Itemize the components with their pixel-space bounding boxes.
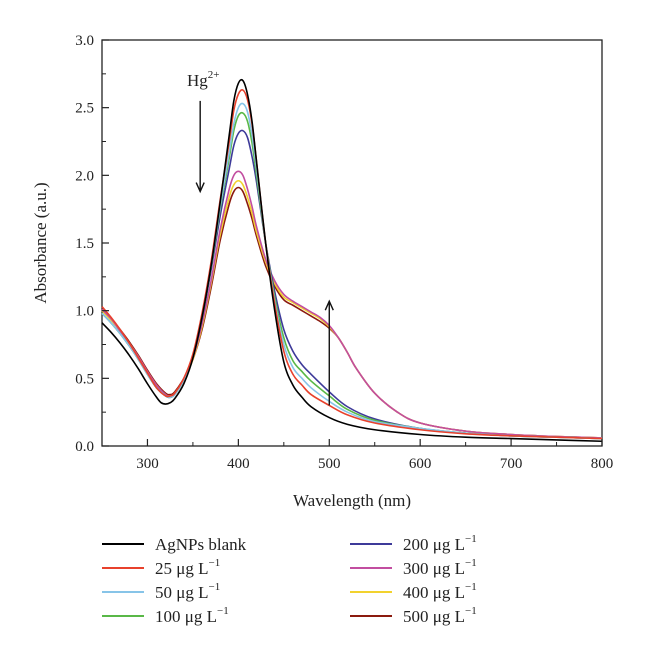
y-tick-label-1.0: 1.0 bbox=[75, 304, 94, 320]
legend-label-sup-7: −1 bbox=[465, 605, 477, 617]
x-tick-label-700: 700 bbox=[500, 456, 523, 472]
legend-label-sup-3: −1 bbox=[217, 605, 229, 617]
axis-layer: 300 400 500 600 700 800 0.0 0.5 1.0 1.5 2.0 2.5 3.0 bbox=[75, 33, 613, 472]
series-line-0 bbox=[101, 78, 603, 443]
x-tick-label-500: 500 bbox=[318, 456, 341, 472]
series-line-1 bbox=[101, 89, 603, 440]
hg-superscript: 2+ bbox=[208, 69, 220, 81]
x-tick-label-600: 600 bbox=[409, 456, 432, 472]
legend-label-main-6: 400 μg L bbox=[403, 583, 465, 602]
y-tick-label-0.0: 0.0 bbox=[75, 439, 94, 455]
legend-label-main-5: 300 μg L bbox=[403, 559, 465, 578]
y-tick-label-0.5: 0.5 bbox=[75, 371, 94, 387]
legend-label-sup-2: −1 bbox=[209, 581, 221, 593]
legend-label-sup-6: −1 bbox=[465, 581, 477, 593]
up-arrow-head-icon bbox=[324, 299, 334, 311]
series-line-5 bbox=[101, 170, 603, 439]
plot-frame bbox=[101, 39, 603, 447]
series-line-7 bbox=[101, 186, 603, 439]
legend-label-main-7: 500 μg L bbox=[403, 607, 465, 626]
x-tick-label-400: 400 bbox=[227, 456, 250, 472]
y-axis-label: Absorbance (a.u.) bbox=[31, 182, 50, 303]
legend-label-main-3: 100 μg L bbox=[155, 607, 217, 626]
svg-text:Hg2+: Hg2+ bbox=[187, 69, 220, 90]
legend-label-3: 100 μg L−1 bbox=[155, 605, 229, 626]
legend-label-7: 500 μg L−1 bbox=[403, 605, 477, 626]
arrow-layer bbox=[195, 100, 334, 406]
legend-label-0: AgNPs blank bbox=[155, 535, 247, 554]
x-tick-label-300: 300 bbox=[136, 456, 159, 472]
series-layer bbox=[101, 78, 603, 443]
y-tick-label-3.0: 3.0 bbox=[75, 33, 94, 49]
plot-area-border bbox=[101, 39, 603, 447]
down-arrow-head-icon bbox=[195, 182, 205, 194]
legend-label-sup-1: −1 bbox=[209, 557, 221, 569]
hg-label: Hg bbox=[187, 71, 208, 90]
legend-label-4: 200 μg L−1 bbox=[403, 533, 477, 554]
legend-label-main-1: 25 μg L bbox=[155, 559, 209, 578]
y-tick-label-2.5: 2.5 bbox=[75, 101, 94, 117]
legend-label-main-4: 200 μg L bbox=[403, 535, 465, 554]
legend-label-main-2: 50 μg L bbox=[155, 583, 209, 602]
legend-label-1: 25 μg L−1 bbox=[155, 557, 220, 578]
x-axis-label: Wavelength (nm) bbox=[293, 491, 411, 510]
y-tick-label-2.0: 2.0 bbox=[75, 168, 94, 184]
legend-label-main-0: AgNPs blank bbox=[155, 535, 247, 554]
series-line-6 bbox=[101, 179, 603, 439]
y-tick-label-1.5: 1.5 bbox=[75, 236, 94, 252]
legend-label-5: 300 μg L−1 bbox=[403, 557, 477, 578]
legend-label-sup-4: −1 bbox=[465, 533, 477, 545]
x-tick-label-800: 800 bbox=[591, 456, 614, 472]
hg-annotation: Hg2+ bbox=[187, 69, 220, 90]
legend-label-sup-5: −1 bbox=[465, 557, 477, 569]
legend-label-2: 50 μg L−1 bbox=[155, 581, 220, 602]
legend-label-6: 400 μg L−1 bbox=[403, 581, 477, 602]
